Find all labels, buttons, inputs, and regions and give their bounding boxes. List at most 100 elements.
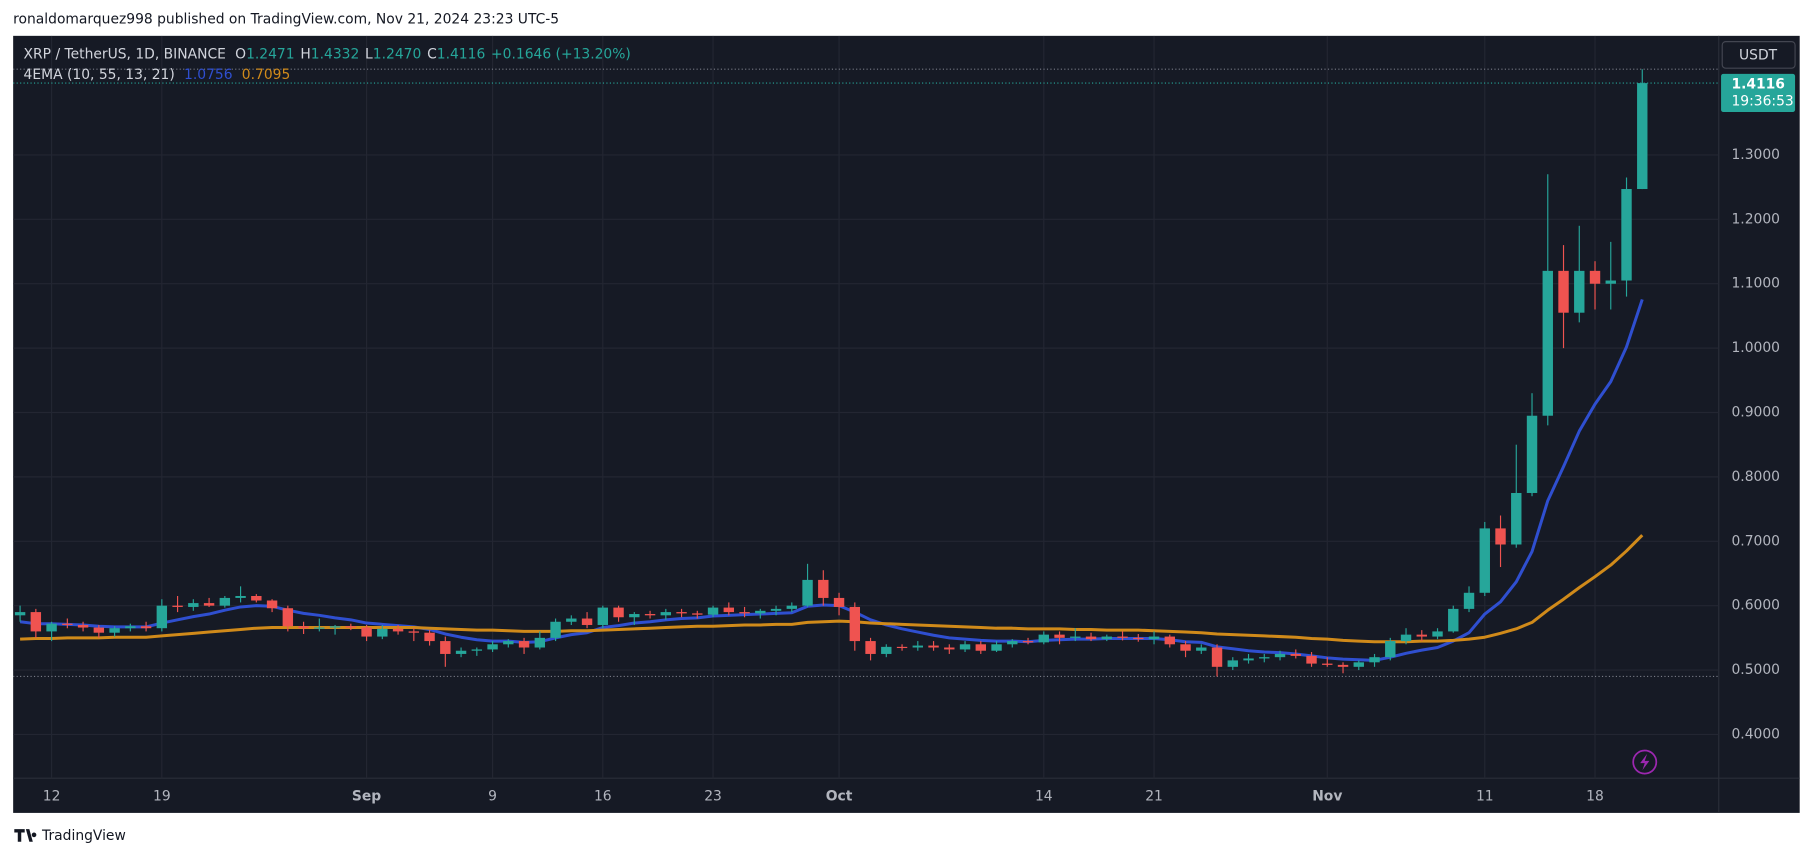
candle-body xyxy=(770,608,782,611)
x-tick-label: Nov xyxy=(1312,789,1342,805)
x-tick-label: Oct xyxy=(826,789,853,805)
footer-brand: TradingView xyxy=(41,828,126,844)
candle-body xyxy=(1196,647,1207,651)
indicator-value: 1.0756 xyxy=(184,67,233,83)
candle-body xyxy=(1180,644,1191,651)
candle-body xyxy=(912,645,924,648)
indicator-name: 4EMA (10, 55, 13, 21) xyxy=(24,67,175,83)
x-tick-label: 16 xyxy=(594,789,612,805)
candle-body xyxy=(156,605,168,629)
ohlc-value: 1.4116 xyxy=(437,46,486,62)
candle-body xyxy=(660,612,672,616)
candle-body xyxy=(723,607,735,613)
candle-body xyxy=(755,610,766,614)
candle-body xyxy=(975,644,987,651)
candle-body xyxy=(1038,634,1049,643)
candle-body xyxy=(881,646,892,654)
x-tick-label: 19 xyxy=(153,789,171,805)
candle-body xyxy=(1337,664,1349,667)
indicator-legend: 4EMA (10, 55, 13, 21) 1.0756 0.7095 xyxy=(24,67,291,83)
candle-body xyxy=(865,641,876,654)
candle-body xyxy=(833,597,845,607)
candle-body xyxy=(455,650,467,654)
plot-area xyxy=(13,68,1719,678)
candle-body xyxy=(739,612,750,614)
candle-body xyxy=(298,626,309,629)
y-tick-label: 0.4000 xyxy=(1731,726,1780,742)
candle-body xyxy=(1511,492,1522,545)
x-tick-label: 9 xyxy=(488,789,497,805)
ohlc-key: C xyxy=(427,46,437,62)
x-tick-label: 23 xyxy=(704,789,722,805)
candle-body xyxy=(345,626,357,628)
candle-body xyxy=(1416,634,1427,637)
candle-body xyxy=(1432,631,1443,637)
candle-body xyxy=(1400,634,1412,642)
candle-body xyxy=(928,645,939,648)
candle-body xyxy=(1306,655,1317,664)
candle-body xyxy=(944,647,955,650)
candle-body xyxy=(408,631,420,633)
candle-body xyxy=(235,596,246,598)
candle-body xyxy=(1007,641,1018,645)
currency-button[interactable] xyxy=(1721,41,1796,69)
candle-body xyxy=(849,606,861,642)
candle-body xyxy=(786,605,798,609)
x-tick-label: 14 xyxy=(1035,789,1053,805)
candle-body xyxy=(707,607,719,615)
candle-body xyxy=(566,618,577,622)
candle-body xyxy=(1589,270,1601,284)
candle-body xyxy=(188,603,199,607)
candle-body xyxy=(534,637,546,648)
y-tick-label: 0.7000 xyxy=(1731,533,1780,549)
candle-body xyxy=(692,613,703,615)
candle-body xyxy=(251,596,262,601)
ema-line xyxy=(20,534,1644,644)
candle-body xyxy=(140,626,152,629)
candle-body xyxy=(125,626,136,629)
symbol-legend: XRP / TetherUS, 1D, BINANCE O1.2471 H1.433… xyxy=(24,46,631,62)
candle-body xyxy=(329,626,341,628)
candle-body xyxy=(1133,637,1144,640)
candle-body xyxy=(1101,636,1112,640)
x-tick-label: Sep xyxy=(352,789,381,805)
candle-body xyxy=(1054,634,1065,638)
y-tick-label: 1.1000 xyxy=(1731,276,1780,292)
candle-body xyxy=(1542,270,1553,416)
candle-body xyxy=(1227,660,1238,667)
x-tick-label: 21 xyxy=(1145,789,1163,805)
candle-body xyxy=(219,597,231,606)
candle-body xyxy=(1211,647,1223,667)
alert-bolt xyxy=(1640,753,1650,771)
indicator-value: 0.7095 xyxy=(242,67,291,83)
change-value: +0.1646 (+13.20%) xyxy=(491,46,631,62)
publish-header: ronaldomarquez998 published on TradingVi… xyxy=(13,12,559,28)
x-tick-label: 18 xyxy=(1586,789,1604,805)
candle-body xyxy=(109,628,120,633)
candle-body xyxy=(1259,657,1270,659)
candle-body xyxy=(581,618,593,625)
last-price-label: 1.4116 xyxy=(1731,76,1784,92)
candle-body xyxy=(818,579,829,598)
candle-body xyxy=(503,641,514,645)
candle-body xyxy=(959,644,971,650)
candle-body xyxy=(1164,636,1175,645)
candle-body xyxy=(1022,641,1034,643)
y-tick-label: 0.5000 xyxy=(1731,662,1780,678)
candle-body xyxy=(1495,528,1506,545)
alert-icon[interactable] xyxy=(1632,749,1658,775)
candle-body xyxy=(1621,189,1632,281)
candle-body xyxy=(440,641,451,654)
candle-body xyxy=(518,641,530,648)
candle-body xyxy=(46,623,57,632)
candle-body xyxy=(1070,636,1081,638)
countdown-label: 19:36:53 xyxy=(1731,94,1793,110)
x-tick-label: 12 xyxy=(43,789,61,805)
symbol-title: XRP / TetherUS, 1D, BINANCE xyxy=(24,46,226,62)
last-price-box xyxy=(1721,73,1796,113)
candle-body xyxy=(1385,641,1396,658)
candle-body xyxy=(1463,592,1475,609)
candle-body xyxy=(361,627,372,637)
candle-body xyxy=(1637,83,1648,190)
